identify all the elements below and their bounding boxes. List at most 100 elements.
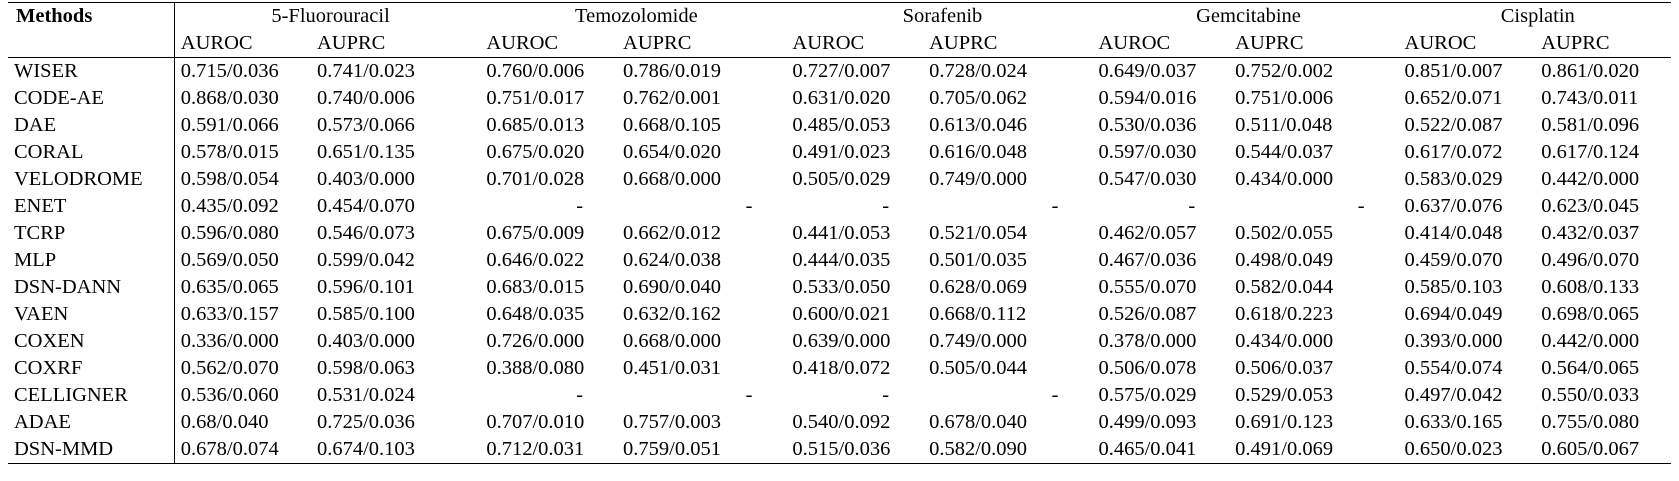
drug-header: Cisplatin (1398, 2, 1671, 30)
method-name: DAE (8, 112, 175, 139)
table-row: VELODROME 0.598/0.054 0.403/0.000 0.701/0.0… (8, 166, 1671, 193)
table-cell: 0.851/0.007 (1404, 60, 1503, 82)
table-cell: 0.662/0.012 (623, 222, 721, 244)
table-cell: 0.646/0.022 (486, 249, 585, 271)
table-cell: 0.497/0.042 (1404, 384, 1503, 406)
metric-header-row: AUROC AUPRC AUROC AUPRC AUROC AUPRC AURO… (8, 30, 1671, 58)
table-cell: 0.547/0.030 (1098, 168, 1197, 190)
method-name: CODE-AE (8, 85, 175, 112)
table-cell: 0.648/0.035 (486, 303, 585, 325)
table-cell: 0.631/0.020 (792, 87, 891, 109)
table-cell: 0.378/0.000 (1098, 330, 1197, 352)
table-cell: 0.441/0.053 (792, 222, 891, 244)
table-cell: 0.715/0.036 (180, 60, 279, 82)
table-cell: 0.599/0.042 (316, 249, 415, 271)
table-cell: 0.752/0.002 (1235, 60, 1334, 82)
table-cell: 0.868/0.030 (180, 87, 279, 109)
table-cell: 0.582/0.044 (1235, 276, 1334, 298)
table-cell: 0.529/0.053 (1235, 384, 1334, 406)
table-cell: 0.740/0.006 (316, 87, 415, 109)
table-cell: 0.499/0.093 (1098, 411, 1197, 433)
table-cell: 0.575/0.029 (1098, 384, 1197, 406)
table-cell: 0.550/0.033 (1541, 384, 1640, 406)
table-cell: 0.591/0.066 (180, 114, 279, 136)
table-row: ENET 0.435/0.092 0.454/0.070 - - - - - - 0.637/0.… (8, 193, 1671, 220)
table-cell: 0.675/0.020 (486, 141, 585, 163)
table-cell: 0.751/0.006 (1235, 87, 1334, 109)
table-cell: - (882, 195, 890, 217)
table-cell: 0.435/0.092 (180, 195, 279, 217)
table-cell: 0.581/0.096 (1541, 114, 1640, 136)
table-row: DSN-DANN 0.635/0.065 0.596/0.101 0.683/0.01… (8, 274, 1671, 301)
metric-header-auprc: AUPRC (617, 30, 787, 58)
table-cell: 0.598/0.054 (180, 168, 279, 190)
table-cell: 0.617/0.072 (1404, 141, 1503, 163)
table-cell: - (1051, 384, 1059, 406)
table-cell: 0.501/0.035 (929, 249, 1028, 271)
table-cell: 0.725/0.036 (316, 411, 415, 433)
table-cell: 0.628/0.069 (929, 276, 1028, 298)
table-cell: 0.683/0.015 (486, 276, 585, 298)
table-cell: 0.649/0.037 (1098, 60, 1197, 82)
table-cell: - (1357, 195, 1365, 217)
table-cell: 0.536/0.060 (180, 384, 279, 406)
table-cell: 0.639/0.000 (792, 330, 891, 352)
table-cell: 0.505/0.029 (792, 168, 891, 190)
method-name: CORAL (8, 139, 175, 166)
method-name: VELODROME (8, 166, 175, 193)
table-cell: 0.583/0.029 (1404, 168, 1503, 190)
table-cell: 0.623/0.045 (1541, 195, 1640, 217)
table-cell: 0.701/0.028 (486, 168, 585, 190)
table-cell: 0.502/0.055 (1235, 222, 1334, 244)
table-cell: 0.598/0.063 (316, 357, 415, 379)
table-cell: 0.698/0.065 (1541, 303, 1640, 325)
table-cell: 0.585/0.100 (316, 303, 415, 325)
table-cell: 0.632/0.162 (623, 303, 721, 325)
table-cell: 0.403/0.000 (316, 168, 415, 190)
table-cell: 0.678/0.040 (929, 411, 1028, 433)
method-name: DSN-DANN (8, 274, 175, 301)
table-cell: - (882, 384, 890, 406)
method-name: ADAE (8, 409, 175, 436)
table-cell: 0.432/0.037 (1541, 222, 1640, 244)
table-cell: 0.624/0.038 (623, 249, 721, 271)
table-cell: 0.506/0.037 (1235, 357, 1334, 379)
table-cell: 0.675/0.009 (486, 222, 585, 244)
table-cell: 0.712/0.031 (480, 436, 618, 464)
table-cell: 0.633/0.165 (1404, 411, 1503, 433)
metric-header-auroc: AUROC (174, 30, 311, 58)
table-cell: - (576, 384, 584, 406)
table-cell: 0.467/0.036 (1098, 249, 1197, 271)
table-cell: 0.555/0.070 (1098, 276, 1197, 298)
table-cell: 0.613/0.046 (929, 114, 1028, 136)
table-cell: 0.762/0.001 (623, 87, 721, 109)
table-cell: 0.617/0.124 (1541, 141, 1640, 163)
table-cell: 0.600/0.021 (792, 303, 891, 325)
table-cell: - (745, 195, 753, 217)
table-cell: 0.637/0.076 (1404, 195, 1503, 217)
table-row: ADAE 0.68/0.040 0.725/0.036 0.707/0.010 0.75… (8, 409, 1671, 436)
table-cell: 0.674/0.103 (310, 436, 481, 464)
table-cell: 0.726/0.000 (486, 330, 585, 352)
table-cell: 0.526/0.087 (1098, 303, 1197, 325)
table-cell: 0.544/0.037 (1235, 141, 1334, 163)
table-row: CORAL 0.578/0.015 0.651/0.135 0.675/0.020 0.… (8, 139, 1671, 166)
table-cell: 0.755/0.080 (1541, 411, 1640, 433)
table-cell: - (745, 384, 753, 406)
table-cell: 0.442/0.000 (1541, 330, 1640, 352)
table-cell: 0.727/0.007 (792, 60, 891, 82)
table-cell: 0.459/0.070 (1404, 249, 1503, 271)
table-cell: 0.434/0.000 (1235, 168, 1334, 190)
table-cell: 0.633/0.157 (180, 303, 279, 325)
table-cell: 0.668/0.105 (623, 114, 721, 136)
table-cell: 0.654/0.020 (623, 141, 721, 163)
methods-header-spacer (8, 30, 175, 58)
drug-header: Temozolomide (480, 2, 787, 30)
table-cell: 0.496/0.070 (1541, 249, 1640, 271)
method-name: TCRP (8, 220, 175, 247)
method-name: CELLIGNER (8, 382, 175, 409)
table-cell: 0.616/0.048 (929, 141, 1028, 163)
table-cell: 0.596/0.080 (180, 222, 279, 244)
metric-header-auprc: AUPRC (1535, 30, 1671, 58)
metric-header-auprc: AUPRC (923, 30, 1093, 58)
